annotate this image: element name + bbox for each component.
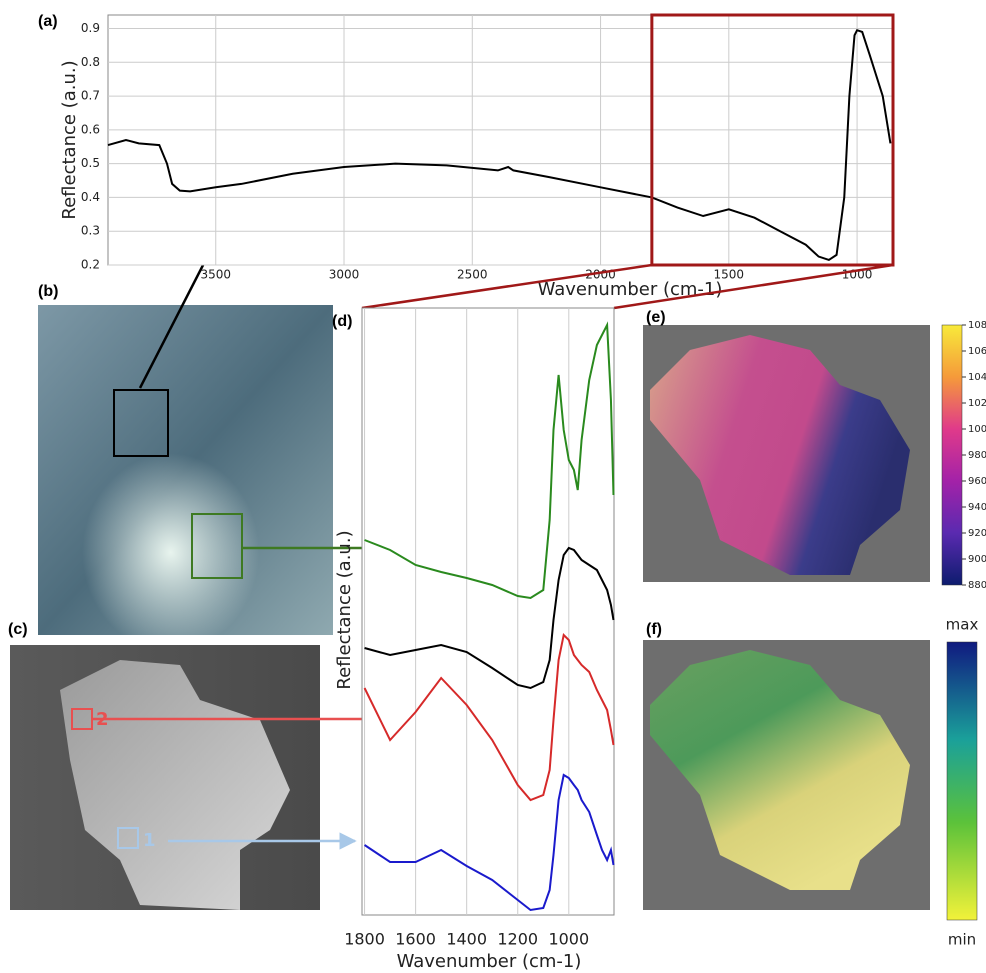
panel-label: (f) (646, 621, 662, 638)
colorbar-tick-label: 980 (968, 450, 986, 461)
zoom-line (361, 263, 653, 310)
colorbar-tick-label: 1040 (968, 372, 986, 383)
data-line (107, 28, 892, 262)
colorbar-tick-label: 1020 (968, 398, 986, 409)
colorbar-tick-label: 900 (968, 554, 986, 565)
colorbar-tick-label: 880 (968, 580, 986, 591)
data-line (363, 633, 615, 802)
colorbar-max: max (946, 616, 979, 634)
panel-label: (d) (332, 313, 352, 330)
x-tick-label: 1600 (395, 930, 436, 949)
panel-label: (b) (38, 283, 58, 300)
region-box (117, 827, 139, 849)
plot-area (107, 14, 894, 266)
zoom-line (613, 263, 894, 310)
y-tick-label: 0.6 (81, 122, 100, 136)
optical-highlight (38, 305, 333, 635)
y-tick-label: 0.9 (81, 21, 100, 35)
x-tick-label: 1800 (344, 930, 385, 949)
x-axis-label: Wavenumber (cm-1) (538, 279, 723, 300)
panel-label: (c) (8, 621, 28, 638)
data-line (364, 321, 615, 600)
colorbar (946, 641, 978, 921)
data-line (363, 773, 615, 912)
particle-map (650, 650, 910, 890)
region-box (113, 389, 169, 457)
colorbar-tick-label: 1080 (968, 320, 986, 331)
region-box (191, 513, 243, 579)
data-line (364, 546, 615, 690)
panel-label: (a) (38, 13, 58, 30)
colorbar-tick-label: 1060 (968, 346, 986, 357)
highlight-box (650, 13, 895, 267)
x-tick-label: 2500 (457, 268, 488, 282)
x-tick-label: 1000 (548, 930, 589, 949)
particle-map (650, 335, 910, 575)
colorbar (941, 324, 963, 586)
y-tick-label: 0.2 (81, 258, 100, 272)
panel-label: (e) (646, 309, 666, 326)
plot-area (361, 307, 615, 916)
y-tick-label: 0.3 (81, 224, 100, 238)
x-tick-label: 1400 (446, 930, 487, 949)
y-tick-label: 0.5 (81, 156, 100, 170)
y-axis-label: Reflectance (a.u.) (59, 60, 80, 219)
colorbar-tick-label: 960 (968, 476, 986, 487)
y-tick-label: 0.7 (81, 89, 100, 103)
colorbar-tick-label: 1000 (968, 424, 986, 435)
colorbar-tick-label: 940 (968, 502, 986, 513)
x-tick-label: 3000 (329, 268, 360, 282)
colorbar-min: min (948, 931, 976, 949)
region-label: 1 (143, 830, 156, 851)
x-tick-label: 1200 (497, 930, 538, 949)
colorbar-tick-label: 920 (968, 528, 986, 539)
y-axis-label: Reflectance (a.u.) (334, 530, 355, 689)
y-tick-label: 0.4 (81, 190, 100, 204)
x-tick-label: 3500 (200, 268, 231, 282)
y-tick-label: 0.8 (81, 55, 100, 69)
x-tick-label: 1500 (714, 268, 745, 282)
x-axis-label: Wavenumber (cm-1) (397, 951, 582, 972)
